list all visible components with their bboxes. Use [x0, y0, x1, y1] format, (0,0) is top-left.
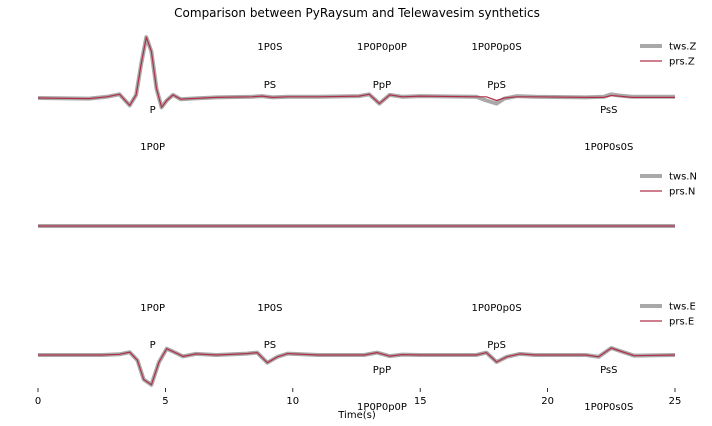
- legend-entry: prs.E: [669, 317, 694, 328]
- legend-entry: prs.N: [669, 187, 695, 198]
- series-line-prs-z: [37, 36, 675, 108]
- panel-3: 1P0P 1P0S 1P0P0p0S P PS PpS PpP PsS 1P0P0p0P 1P0P…: [38, 302, 696, 413]
- x-tick-label: 25: [669, 396, 682, 407]
- legend-entry: tws.N: [669, 172, 697, 183]
- x-tick-label: 10: [286, 396, 299, 407]
- x-tick-label: 20: [541, 396, 554, 407]
- x-tick-label: 15: [414, 396, 427, 407]
- phase-label: PpP: [373, 80, 391, 91]
- legend-entry: tws.Z: [669, 42, 696, 53]
- phase-label: 1P0P0p0S: [471, 303, 521, 314]
- x-tick-label: 5: [162, 396, 168, 407]
- phase-label: PsS: [600, 105, 617, 116]
- phase-label: 1P0P0s0S: [584, 142, 633, 153]
- phase-label: 1P0P0s0S: [584, 402, 633, 413]
- series-line-prs-e: [38, 347, 676, 386]
- phase-label: 1P0P0p0P: [357, 402, 407, 413]
- panel-1: 1P0S 1P0P0p0P 1P0P0p0S PS PpP PpS P PsS 1P0P 1P0P…: [37, 35, 696, 153]
- phase-label: PS: [264, 80, 276, 91]
- legend: tws.E prs.E: [640, 302, 696, 328]
- legend: tws.Z prs.Z: [640, 42, 696, 68]
- x-tick-label: 0: [35, 396, 41, 407]
- phase-label: 1P0S: [257, 303, 282, 314]
- series-line-tws-e: [38, 346, 676, 387]
- phase-label: PsS: [600, 365, 617, 376]
- phase-label: 1P0S: [257, 42, 282, 53]
- phase-label: 1P0P: [140, 142, 165, 153]
- phase-label: PS: [264, 340, 276, 351]
- legend-entry: prs.Z: [669, 57, 695, 68]
- phase-label: P: [150, 105, 156, 116]
- phase-label: 1P0P0p0S: [471, 42, 521, 53]
- phase-label: 1P0P: [140, 303, 165, 314]
- panel-2: tws.N prs.N: [38, 172, 697, 228]
- legend: tws.N prs.N: [640, 172, 697, 198]
- phase-label: PpS: [487, 340, 506, 351]
- phase-label: PpS: [487, 80, 506, 91]
- phase-label: PpP: [373, 365, 391, 376]
- x-axis-label: Time(s): [337, 410, 376, 421]
- x-axis: 0 5 10 15 20 25: [35, 388, 682, 407]
- legend-entry: tws.E: [669, 302, 696, 313]
- phase-label: P: [150, 340, 156, 351]
- phase-label: 1P0P0p0P: [357, 42, 407, 53]
- chart-title: Comparison between PyRaysum and Telewave…: [174, 6, 540, 20]
